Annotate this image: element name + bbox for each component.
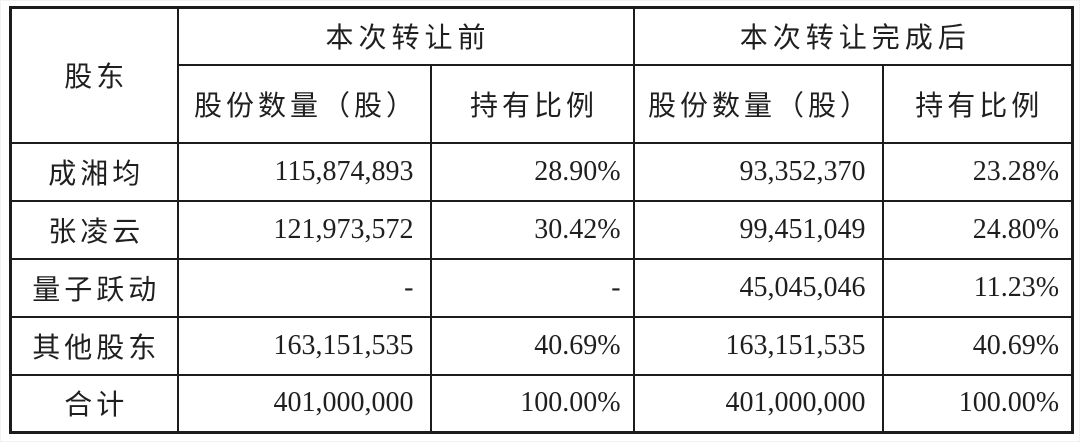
header-before-transfer-group: 本次转让前: [176, 6, 635, 66]
cell-shareholder-name: 张凌云: [9, 199, 179, 260]
cell-shareholder-name: 成湘均: [9, 141, 179, 202]
cell-before-ratio: -: [429, 257, 635, 318]
header-shareholder: 股东: [9, 6, 179, 144]
table-row-other-shareholders: 其他股东 163,151,535 40.69% 163,151,535 40.6…: [9, 315, 1074, 376]
cell-after-ratio: 100.00%: [881, 373, 1074, 434]
cell-before-shares: -: [176, 257, 432, 318]
cell-before-ratio: 30.42%: [429, 199, 635, 260]
table-row-zhanglingyun: 张凌云 121,973,572 30.42% 99,451,049 24.80%: [9, 199, 1074, 260]
cell-after-ratio: 23.28%: [881, 141, 1074, 202]
cell-before-shares: 115,874,893: [176, 141, 432, 202]
header-after-ratio: 持有比例: [881, 63, 1074, 144]
header-after-shares: 股份数量（股）: [632, 63, 884, 144]
cell-after-ratio: 24.80%: [881, 199, 1074, 260]
cell-shareholder-name: 量子跃动: [9, 257, 179, 318]
shareholding-table: 股东 本次转让前 本次转让完成后 股份数量（股） 持有比例 股份数量（股） 持有…: [9, 6, 1075, 434]
cell-before-ratio: 40.69%: [429, 315, 635, 376]
cell-after-shares: 401,000,000: [632, 373, 884, 434]
table-row-total: 合计 401,000,000 100.00% 401,000,000 100.0…: [9, 373, 1074, 434]
header-before-shares: 股份数量（股）: [176, 63, 432, 144]
table-row-liangziyuedong: 量子跃动 - - 45,045,046 11.23%: [9, 257, 1074, 318]
cell-after-ratio: 40.69%: [881, 315, 1074, 376]
cell-after-shares: 99,451,049: [632, 199, 884, 260]
header-before-ratio: 持有比例: [429, 63, 635, 144]
cell-before-shares: 121,973,572: [176, 199, 432, 260]
header-after-transfer-group: 本次转让完成后: [632, 6, 1074, 66]
table-row-chengxiangjun: 成湘均 115,874,893 28.90% 93,352,370 23.28%: [9, 141, 1074, 202]
cell-before-shares: 401,000,000: [176, 373, 432, 434]
cell-shareholder-name: 合计: [9, 373, 179, 434]
cell-after-ratio: 11.23%: [881, 257, 1074, 318]
cell-before-shares: 163,151,535: [176, 315, 432, 376]
cell-after-shares: 45,045,046: [632, 257, 884, 318]
cell-before-ratio: 28.90%: [429, 141, 635, 202]
header-group-row: 股东 本次转让前 本次转让完成后: [9, 6, 1074, 144]
cell-shareholder-name: 其他股东: [9, 315, 179, 376]
header-sub-row: 股份数量（股） 持有比例 股份数量（股） 持有比例: [11, 63, 1074, 144]
cell-after-shares: 93,352,370: [632, 141, 884, 202]
cell-after-shares: 163,151,535: [632, 315, 884, 376]
cell-before-ratio: 100.00%: [429, 373, 635, 434]
